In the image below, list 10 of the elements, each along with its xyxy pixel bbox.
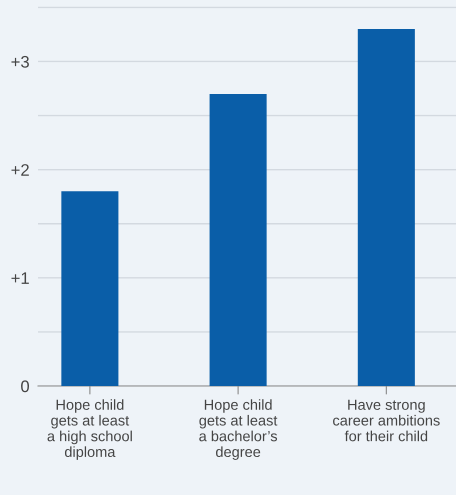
- bar: [210, 94, 267, 386]
- y-tick-label: +2: [11, 164, 29, 176]
- y-tick-label: +3: [11, 56, 29, 68]
- y-tick-label: 0: [21, 380, 30, 392]
- bar: [358, 29, 415, 386]
- x-tick-label: Have strong career ambitions for their child: [333, 400, 440, 442]
- x-tick-label: Hope child gets at least a bachelor’s degree: [199, 399, 278, 460]
- bar: [61, 191, 118, 386]
- x-tick-label: Hope child gets at least a high school diploma: [48, 399, 132, 460]
- y-tick-label: +1: [11, 272, 29, 284]
